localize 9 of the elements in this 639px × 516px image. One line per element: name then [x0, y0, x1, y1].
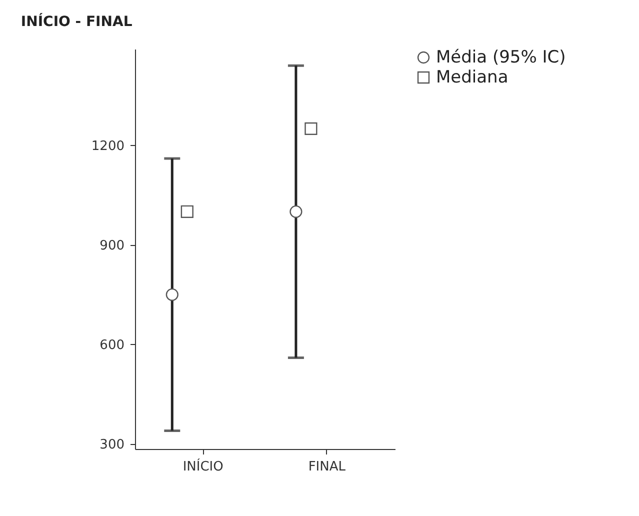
y-tick-label: 900 — [100, 238, 124, 254]
y-tick-label: 600 — [100, 338, 124, 353]
y-tick-label: 300 — [100, 438, 124, 453]
x-tick-label: FINAL — [308, 460, 346, 474]
x-tick-label: INÍCIO — [182, 458, 224, 474]
chart-title: INÍCIO - FINAL — [20, 13, 132, 30]
legend-label: Mediana — [436, 68, 508, 88]
legend-label: Média (95% IC) — [436, 48, 566, 68]
y-tick-label: 1200 — [91, 138, 124, 154]
